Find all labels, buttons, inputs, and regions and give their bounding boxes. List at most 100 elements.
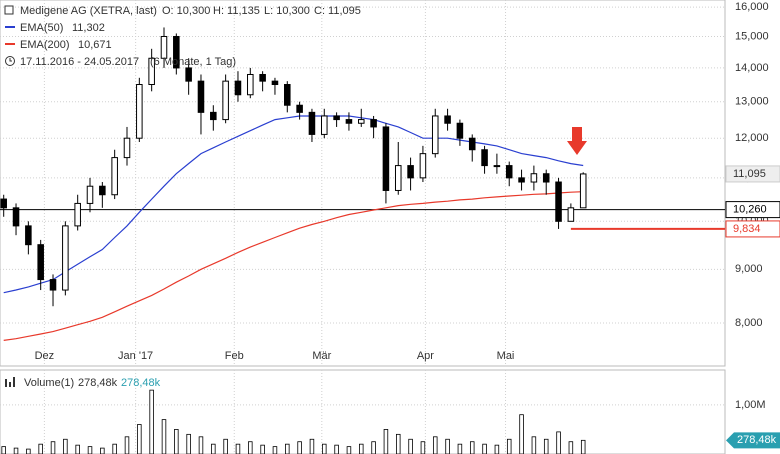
volume-bar: [506, 438, 512, 454]
candle-body: [481, 149, 488, 167]
candle-body: [357, 119, 365, 124]
x-tick-label: Dez: [35, 350, 55, 362]
volume-label: Volume(1): [24, 377, 74, 389]
volume-bar: [519, 414, 524, 454]
candle-body: [49, 279, 57, 291]
last-price-label: 11,095: [733, 168, 766, 180]
high-label: H: 11,135: [213, 5, 260, 17]
volume-bar: [198, 436, 204, 454]
candle-body: [382, 126, 390, 191]
candle-body: [62, 225, 69, 291]
y-tick-label: 13,000: [735, 96, 769, 108]
volume-bar: [408, 438, 413, 454]
volume-bar: [235, 443, 241, 454]
candle-body: [197, 80, 205, 113]
volume-bar: [346, 446, 352, 454]
candle-body: [0, 198, 7, 209]
volume-bar: [334, 444, 339, 454]
volume-bar: [75, 444, 80, 454]
candle-body: [431, 115, 439, 155]
candle-body: [148, 57, 155, 86]
volume-value: 278,48k: [78, 377, 118, 389]
x-tick-label: Mai: [497, 350, 515, 362]
x-tick-label: Apr: [417, 350, 434, 362]
volume-bar: [248, 441, 253, 454]
x-tick-label: Mär: [312, 350, 331, 362]
volume-bar: [137, 424, 142, 454]
candle-body: [394, 165, 402, 191]
volume-bar: [186, 433, 191, 454]
candle-body: [456, 122, 464, 139]
open-label: O: 10,300: [162, 5, 210, 17]
candle-body: [185, 67, 192, 82]
clock-hand: [9, 58, 12, 62]
candle-body: [555, 181, 562, 222]
volume-bar: [1, 446, 6, 454]
volume-bar: [556, 431, 561, 454]
candle-body: [136, 84, 143, 139]
volume-bar: [285, 443, 290, 454]
level-box: [725, 220, 780, 238]
legend-value: 10,671: [78, 39, 112, 51]
period: (6 Monate, 1 Tag): [150, 56, 236, 68]
volume-bar: [432, 436, 438, 454]
volume-bar: [149, 389, 154, 454]
volume-bar: [457, 443, 463, 454]
x-tick-label: Jan '17: [118, 350, 153, 362]
volume-bar: [482, 443, 487, 454]
legend-value: 11,302: [72, 22, 105, 34]
candle-body: [567, 207, 575, 222]
candle-body: [25, 225, 32, 246]
volume-bar: [297, 441, 302, 454]
candle-body: [308, 111, 316, 135]
legend: Medigene AG (XETRA, last) O: 10,300 H: 1…: [4, 5, 361, 389]
candle-body: [74, 202, 81, 227]
volume-bar: [87, 446, 93, 454]
volume-bar: [383, 429, 389, 454]
candle-body: [284, 84, 291, 106]
volume-tag: [726, 432, 780, 449]
x-tick-label: Feb: [225, 350, 244, 362]
candle-body: [333, 115, 340, 121]
candle-body: [173, 35, 180, 69]
y-tick-label: 8,000: [735, 317, 763, 329]
candle-body: [210, 111, 217, 121]
candle-body: [111, 157, 118, 196]
level-label: 9,834: [733, 223, 761, 235]
volume-bar: [568, 441, 574, 454]
y-tick-label: 9,000: [735, 263, 763, 275]
volume-bar: [223, 438, 228, 454]
level-label: 10,260: [733, 204, 767, 216]
arrow: [567, 127, 587, 155]
volume-bar: [420, 441, 426, 454]
date-range: 17.11.2016 - 24.05.2017: [20, 56, 139, 68]
volume-bar: [272, 446, 278, 454]
volume-bar: [63, 438, 68, 454]
volume-bar: [211, 443, 216, 454]
candle-body: [530, 173, 538, 183]
candle-body: [271, 80, 279, 86]
volume-bar: [26, 448, 31, 454]
volume-bar: [469, 441, 475, 454]
volume-bar: [531, 436, 537, 454]
close-label: C: 11,095: [314, 5, 361, 17]
candle-body: [99, 185, 106, 196]
low-label: L: 10,300: [264, 5, 310, 17]
volume-icon: [5, 379, 7, 387]
candle-body: [296, 104, 303, 113]
volume-icon: [13, 377, 15, 387]
volume-bar: [445, 438, 450, 454]
y-tick-label: 16,000: [735, 1, 769, 13]
candle-body: [160, 35, 168, 59]
volume-bar: [260, 444, 265, 454]
candle-body: [407, 165, 414, 179]
candle-body: [37, 244, 44, 281]
volume-bar: [371, 441, 376, 454]
y-tick-label: 12,000: [735, 132, 769, 144]
candle-body: [345, 119, 353, 124]
volume-bar: [124, 436, 130, 454]
volume-bar: [580, 439, 586, 454]
ema-line: [3, 191, 584, 341]
volume-bar: [112, 443, 117, 454]
y-tick-label: 15,000: [735, 30, 769, 42]
